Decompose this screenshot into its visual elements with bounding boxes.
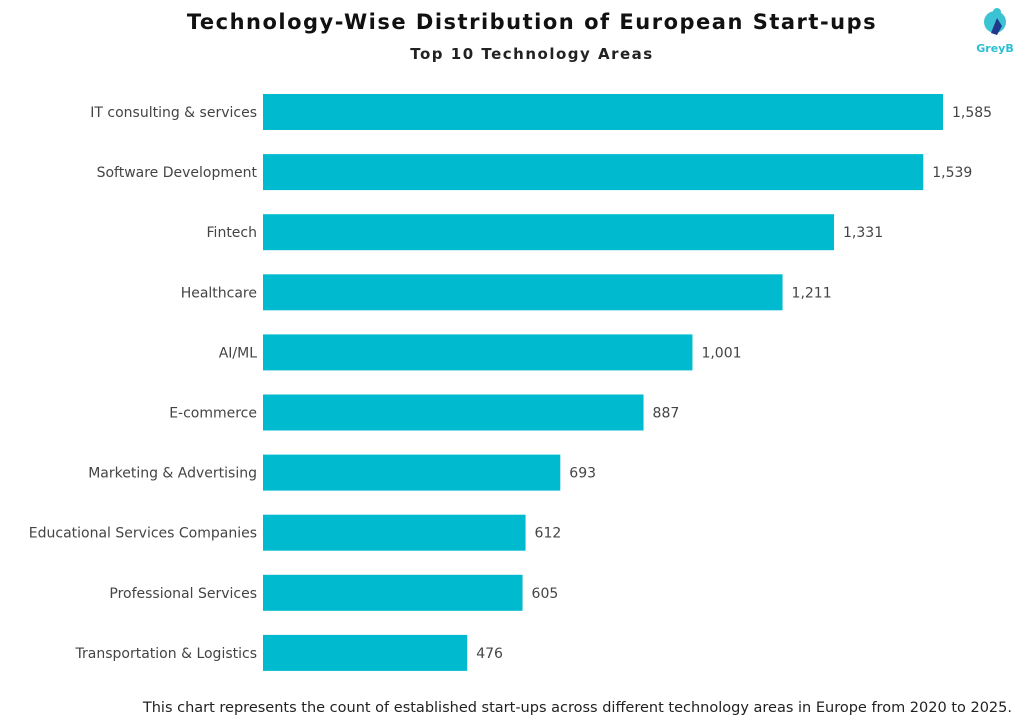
value-label: 1,585 [952,105,992,121]
value-label: 1,331 [843,225,883,241]
category-label: Professional Services [109,586,257,602]
logo-icon [984,8,1006,35]
bar [263,274,783,311]
chart-subtitle: Top 10 Technology Areas [410,45,654,63]
value-label: 612 [535,526,562,542]
value-label: 605 [532,586,559,602]
logo-text: GreyB [976,42,1014,55]
bar [263,514,526,551]
category-label: AI/ML [219,345,258,361]
bar [263,214,835,251]
category-label: Educational Services Companies [29,526,257,542]
bar [263,634,468,671]
bar [263,574,523,611]
category-label: E-commerce [169,406,257,422]
bar [263,154,924,191]
value-label: 476 [476,646,503,662]
greyb-logo: GreyB [975,6,1015,61]
footnote: This chart represents the count of estab… [142,700,1012,716]
chart-title: Technology-Wise Distribution of European… [186,10,878,34]
category-label: Healthcare [181,285,257,301]
value-label: 1,211 [792,285,832,301]
bar [263,454,561,491]
category-label: Marketing & Advertising [88,466,257,482]
category-label: Transportation & Logistics [75,646,257,662]
bar [263,94,943,130]
value-label: 1,539 [932,165,972,181]
bar [263,334,693,371]
category-label: IT consulting & services [90,105,257,121]
value-label: 887 [653,406,680,422]
bar [263,394,644,431]
category-label: Software Development [97,165,258,181]
value-label: 693 [569,466,596,482]
category-label: Fintech [207,225,257,241]
value-label: 1,001 [701,345,741,361]
